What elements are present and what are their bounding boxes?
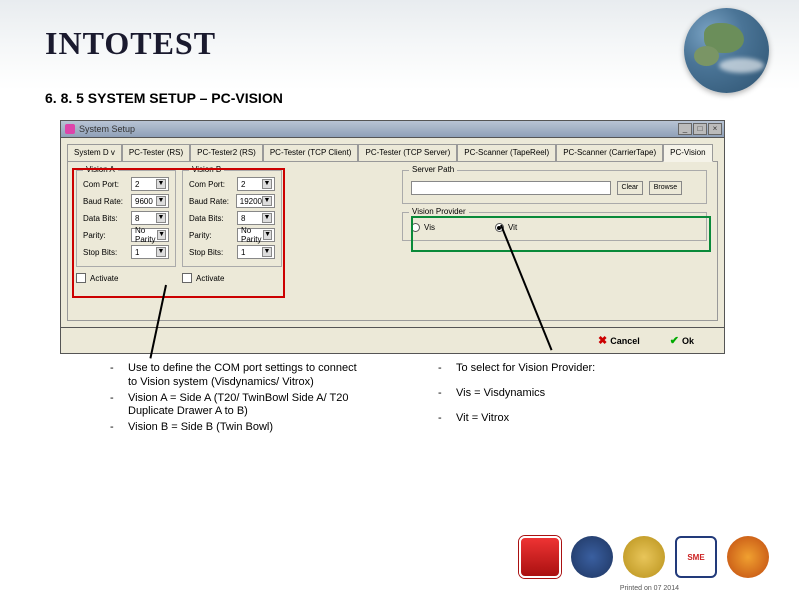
chevron-down-icon: ▼ bbox=[262, 247, 272, 257]
vb-comport-label: Com Port: bbox=[189, 180, 233, 189]
chevron-down-icon: ▼ bbox=[156, 179, 166, 189]
dialog-titlebar: System Setup _ □ × bbox=[60, 120, 725, 138]
server-path-input[interactable] bbox=[411, 181, 611, 195]
va-databits-select[interactable]: 8▼ bbox=[131, 211, 169, 225]
award-badge bbox=[727, 536, 769, 578]
globe-icon bbox=[684, 8, 769, 93]
chevron-down-icon: ▼ bbox=[262, 213, 272, 223]
annotation-text: -Use to define the COM port settings to … bbox=[110, 362, 690, 437]
right-bullets: -To select for Vision Provider: -Vis = V… bbox=[438, 362, 595, 437]
va-baud-label: Baud Rate: bbox=[83, 197, 127, 206]
vb-activate-checkbox[interactable]: Activate bbox=[182, 273, 282, 283]
vb-parity-label: Parity: bbox=[189, 231, 233, 240]
cancel-button[interactable]: ✖Cancel bbox=[598, 334, 640, 347]
tab-pc-scanner-carriertape[interactable]: PC-Scanner (CarrierTape) bbox=[556, 144, 663, 162]
gold-badge bbox=[623, 536, 665, 578]
vb-databits-label: Data Bits: bbox=[189, 214, 233, 223]
tab-pc-tester-tcp-server[interactable]: PC-Tester (TCP Server) bbox=[358, 144, 457, 162]
tab-pc-tester2-rs[interactable]: PC-Tester2 (RS) bbox=[190, 144, 263, 162]
chevron-down-icon: ▼ bbox=[157, 230, 166, 240]
tab-system-dv[interactable]: System D v bbox=[67, 144, 122, 162]
va-comport-select[interactable]: 2▼ bbox=[131, 177, 169, 191]
vb-parity-select[interactable]: No Parity▼ bbox=[237, 228, 275, 242]
left-bullets: -Use to define the COM port settings to … bbox=[110, 362, 358, 437]
chevron-down-icon: ▼ bbox=[262, 196, 272, 206]
vision-provider-title: Vision Provider bbox=[409, 207, 469, 216]
x-icon: ✖ bbox=[598, 334, 607, 347]
radio-vit[interactable]: Vit bbox=[495, 223, 517, 232]
check-icon: ✔ bbox=[670, 334, 679, 347]
vb-baud-select[interactable]: 19200▼ bbox=[236, 194, 275, 208]
vb-stopbits-select[interactable]: 1▼ bbox=[237, 245, 275, 259]
clear-button[interactable]: Clear bbox=[617, 181, 644, 195]
standards-badge-, data-interactable=false bbox=[519, 536, 561, 578]
tuv-badge bbox=[571, 536, 613, 578]
tab-pc-scanner-tapereel[interactable]: PC-Scanner (TapeReel) bbox=[457, 144, 556, 162]
dialog-button-bar: ✖Cancel ✔Ok bbox=[60, 328, 725, 354]
vision-provider-group: Vision Provider Vis Vit bbox=[402, 212, 707, 241]
vb-comport-select[interactable]: 2▼ bbox=[237, 177, 275, 191]
tab-pc-tester-rs[interactable]: PC-Tester (RS) bbox=[122, 144, 190, 162]
chevron-down-icon: ▼ bbox=[156, 247, 166, 257]
vision-b-title: Vision B bbox=[189, 165, 224, 174]
vision-a-group: Vision A Com Port:2▼ Baud Rate:9600▼ Dat… bbox=[76, 170, 176, 267]
vision-b-group: Vision B Com Port:2▼ Baud Rate:19200▼ Da… bbox=[182, 170, 282, 267]
chevron-down-icon: ▼ bbox=[156, 213, 166, 223]
server-path-group: Server Path Clear Browse bbox=[402, 170, 707, 204]
ok-button[interactable]: ✔Ok bbox=[670, 334, 694, 347]
server-path-title: Server Path bbox=[409, 165, 457, 174]
va-stopbits-label: Stop Bits: bbox=[83, 248, 127, 257]
va-baud-select[interactable]: 9600▼ bbox=[131, 194, 169, 208]
sme-badge: SME bbox=[675, 536, 717, 578]
section-title: 6. 8. 5 SYSTEM SETUP – PC-VISION bbox=[45, 90, 283, 106]
minimize-button[interactable]: _ bbox=[678, 123, 692, 135]
maximize-button[interactable]: □ bbox=[693, 123, 707, 135]
va-databits-label: Data Bits: bbox=[83, 214, 127, 223]
vision-a-title: Vision A bbox=[83, 165, 118, 174]
tabstrip: System D v PC-Tester (RS) PC-Tester2 (RS… bbox=[67, 144, 718, 162]
tab-pc-vision[interactable]: PC-Vision bbox=[663, 144, 712, 162]
chevron-down-icon: ▼ bbox=[156, 196, 166, 206]
va-parity-label: Parity: bbox=[83, 231, 127, 240]
tab-panel: Vision A Com Port: 2▼ Baud Rate: 9600▼ Dat… bbox=[67, 161, 718, 321]
va-stopbits-select[interactable]: 1▼ bbox=[131, 245, 169, 259]
close-button[interactable]: × bbox=[708, 123, 722, 135]
browse-button[interactable]: Browse bbox=[649, 181, 682, 195]
chevron-down-icon: ▼ bbox=[263, 230, 272, 240]
va-parity-select[interactable]: No Parity▼ bbox=[131, 228, 169, 242]
tab-pc-tester-tcp-client[interactable]: PC-Tester (TCP Client) bbox=[263, 144, 359, 162]
footer-text: Printed on 07 2014 bbox=[620, 585, 679, 592]
window-controls: _ □ × bbox=[678, 123, 722, 135]
logo: INTOTEST bbox=[45, 25, 216, 62]
app-icon bbox=[65, 124, 75, 134]
radio-vis[interactable]: Vis bbox=[411, 223, 435, 232]
dialog-title: System Setup bbox=[79, 124, 135, 134]
vb-baud-label: Baud Rate: bbox=[189, 197, 232, 206]
vb-stopbits-label: Stop Bits: bbox=[189, 248, 233, 257]
footer-badges: SME bbox=[519, 536, 769, 578]
chevron-down-icon: ▼ bbox=[262, 179, 272, 189]
vb-databits-select[interactable]: 8▼ bbox=[237, 211, 275, 225]
va-activate-checkbox[interactable]: Activate bbox=[76, 273, 176, 283]
va-comport-label: Com Port: bbox=[83, 180, 127, 189]
